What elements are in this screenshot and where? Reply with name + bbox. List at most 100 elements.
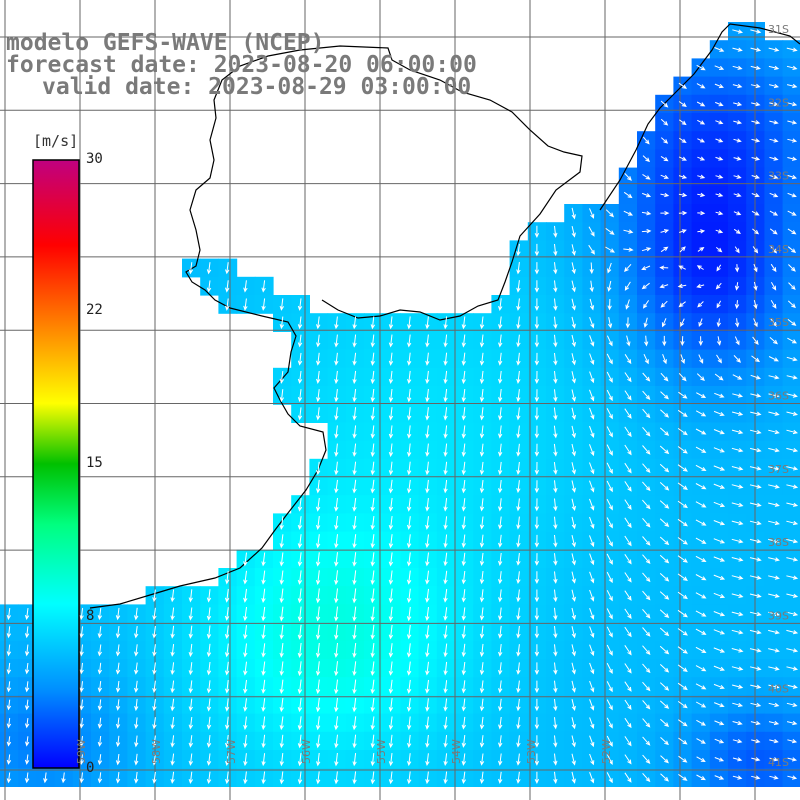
wind-arrow — [152, 625, 157, 639]
wind-arrow — [749, 466, 762, 471]
wind-arrow — [516, 262, 521, 275]
wind-arrow — [571, 225, 576, 238]
wind-arrow — [606, 408, 613, 420]
lat-label: 41S — [768, 756, 789, 769]
wind-arrow — [751, 138, 761, 143]
wind-arrow — [407, 425, 412, 439]
wind-arrow — [749, 557, 762, 562]
wind-arrow — [749, 502, 762, 507]
wind-arrow — [534, 534, 540, 548]
wind-arrow — [787, 120, 798, 125]
wind-arrow — [443, 570, 448, 585]
wind-arrow — [425, 661, 430, 676]
wind-arrow — [606, 498, 613, 511]
wind-arrow — [188, 735, 194, 748]
wind-arrow — [370, 425, 375, 439]
wind-arrow — [516, 498, 521, 512]
wind-arrow — [589, 662, 595, 675]
wind-arrow — [297, 407, 303, 421]
wind-arrow — [732, 374, 743, 380]
wind-arrow — [534, 771, 540, 784]
wind-arrow — [443, 552, 448, 567]
wind-arrow — [188, 625, 193, 639]
wind-arrow — [660, 174, 669, 179]
wind-arrow — [516, 571, 521, 585]
wind-arrow — [787, 775, 798, 780]
wind-arrow — [97, 644, 103, 657]
wind-arrow — [749, 538, 762, 544]
wind-arrow — [696, 64, 706, 71]
map-title-model: modelo GEFS-WAVE (NCEP) — [6, 30, 325, 56]
wind-arrow — [334, 661, 339, 677]
wind-arrow — [316, 734, 321, 749]
wind-arrow — [6, 608, 12, 621]
wind-arrow — [279, 516, 284, 530]
wind-arrow — [534, 480, 540, 494]
wind-arrow — [443, 388, 448, 403]
wind-arrow — [6, 754, 12, 765]
wind-arrow — [696, 101, 706, 107]
wind-arrow — [659, 518, 670, 527]
wind-arrow — [479, 461, 485, 476]
wind-arrow — [753, 263, 758, 273]
map-title-valid-date: valid date: 2023-08-29 03:00:00 — [42, 74, 472, 100]
wind-arrow — [498, 662, 503, 676]
wind-arrow — [589, 699, 595, 711]
wind-arrow — [696, 719, 706, 726]
wind-arrow — [769, 174, 779, 179]
wind-arrow — [479, 352, 485, 366]
wind-arrow — [316, 407, 321, 421]
wind-arrow — [315, 624, 321, 640]
wind-arrow — [479, 534, 485, 548]
wind-arrow — [461, 389, 466, 403]
wind-arrow — [6, 736, 12, 747]
wind-arrow — [695, 646, 707, 654]
wind-arrow — [498, 534, 503, 548]
wind-arrow — [461, 352, 466, 366]
wind-arrow — [479, 407, 485, 421]
wind-arrow — [352, 461, 357, 476]
colorbar-tick-0: 0 — [86, 760, 95, 776]
wind-arrow — [406, 661, 412, 676]
wind-arrow — [698, 354, 704, 364]
wind-arrow — [695, 446, 707, 453]
wind-arrow — [553, 298, 558, 311]
wind-arrow — [370, 316, 376, 330]
wind-arrow — [770, 246, 778, 254]
wind-arrow — [79, 644, 84, 657]
wind-arrow — [714, 373, 724, 381]
wind-vectors — [6, 29, 799, 785]
wind-arrow — [786, 375, 798, 380]
wind-arrow — [750, 684, 762, 689]
wind-arrow — [534, 553, 540, 566]
wind-arrow — [461, 625, 466, 639]
wind-arrow — [479, 480, 485, 494]
wind-arrow — [589, 407, 595, 420]
wind-arrow — [589, 589, 595, 602]
wind-arrow — [352, 425, 357, 439]
wind-arrow — [713, 665, 725, 671]
wind-arrow — [713, 520, 726, 526]
wind-arrow — [225, 298, 230, 311]
wind-arrow — [388, 370, 394, 385]
wind-arrow — [624, 699, 632, 710]
wind-arrow — [642, 136, 650, 145]
wind-arrow — [642, 572, 651, 583]
wind-arrow — [534, 389, 540, 403]
wind-arrow — [461, 425, 466, 439]
wind-arrow — [297, 753, 303, 767]
wind-arrow — [352, 753, 357, 767]
wind-arrow — [624, 554, 632, 565]
wind-arrow — [370, 534, 375, 549]
wind-arrow — [370, 370, 375, 385]
wind-arrow — [297, 661, 303, 677]
wind-arrow — [769, 337, 778, 345]
wind-arrow — [750, 411, 762, 416]
wind-arrow — [352, 497, 357, 512]
wind-arrow — [768, 393, 780, 398]
wind-arrow — [352, 552, 357, 567]
wind-arrow — [443, 407, 448, 421]
wind-arrow — [695, 537, 707, 544]
wind-arrow — [479, 571, 485, 585]
wind-arrow — [479, 370, 485, 385]
